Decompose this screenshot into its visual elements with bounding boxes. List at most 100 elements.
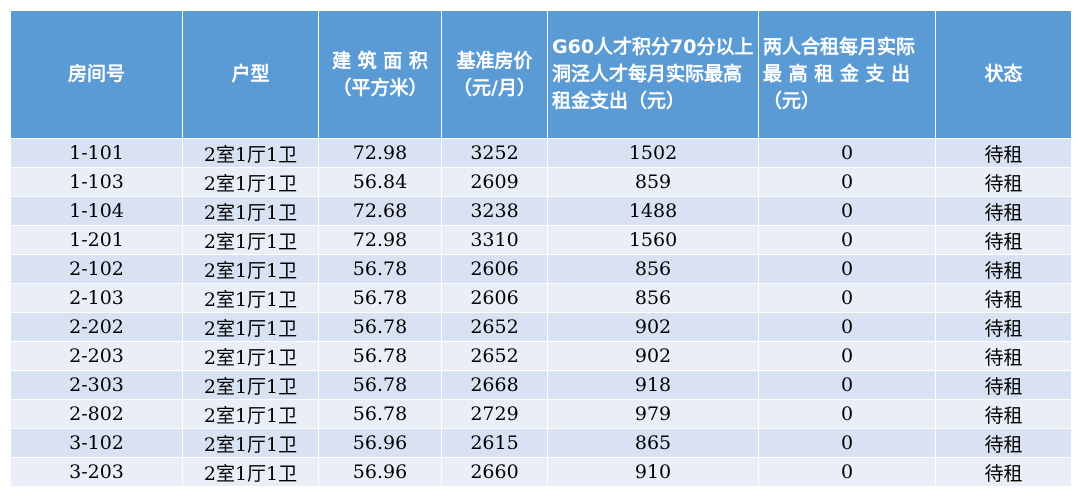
cell-base-rent: 2606 (441, 254, 548, 284)
cell-status: 待租 (935, 312, 1072, 342)
cell-area: 56.78 (318, 283, 442, 313)
cell-base-rent: 2615 (441, 428, 548, 458)
cell-talent-single: 902 (547, 312, 759, 342)
cell-area: 56.78 (318, 312, 442, 342)
cell-type: 2室1厅1卫 (182, 167, 319, 197)
cell-area: 72.98 (318, 138, 442, 168)
header-talent-shared: 两人合租每月实际最 高 租 金 支 出（元） (758, 10, 936, 139)
cell-status: 待租 (935, 399, 1072, 429)
cell-talent-shared: 0 (758, 283, 936, 313)
cell-talent-shared: 0 (758, 399, 936, 429)
cell-area: 72.98 (318, 225, 442, 255)
cell-talent-shared: 0 (758, 138, 936, 168)
cell-room: 1-103 (10, 167, 183, 197)
header-room: 房间号 (10, 10, 183, 139)
cell-status: 待租 (935, 283, 1072, 313)
cell-talent-single: 918 (547, 370, 759, 400)
cell-status: 待租 (935, 196, 1072, 226)
cell-area: 56.84 (318, 167, 442, 197)
cell-room: 2-802 (10, 399, 183, 429)
cell-talent-single: 1560 (547, 225, 759, 255)
cell-talent-single: 910 (547, 457, 759, 487)
cell-type: 2室1厅1卫 (182, 428, 319, 458)
cell-talent-single: 856 (547, 254, 759, 284)
header-talent-single: G60人才积分70分以上洞泾人才每月实际最高租金支出（元） (547, 10, 759, 139)
cell-talent-single: 859 (547, 167, 759, 197)
cell-area: 56.96 (318, 428, 442, 458)
cell-talent-single: 1488 (547, 196, 759, 226)
table-row: 2-102 2室1厅1卫 56.78 2606 856 0 待租 (10, 254, 1072, 284)
cell-area: 72.68 (318, 196, 442, 226)
table-row: 1-101 2室1厅1卫 72.98 3252 1502 0 待租 (10, 138, 1072, 168)
cell-status: 待租 (935, 138, 1072, 168)
cell-base-rent: 2729 (441, 399, 548, 429)
cell-room: 2-303 (10, 370, 183, 400)
cell-base-rent: 3252 (441, 138, 548, 168)
header-status: 状态 (935, 10, 1072, 139)
cell-base-rent: 2668 (441, 370, 548, 400)
cell-base-rent: 2652 (441, 341, 548, 371)
cell-status: 待租 (935, 254, 1072, 284)
cell-area: 56.96 (318, 457, 442, 487)
table-row: 2-103 2室1厅1卫 56.78 2606 856 0 待租 (10, 283, 1072, 313)
cell-talent-single: 979 (547, 399, 759, 429)
cell-area: 56.78 (318, 399, 442, 429)
cell-type: 2室1厅1卫 (182, 399, 319, 429)
cell-talent-single: 902 (547, 341, 759, 371)
cell-status: 待租 (935, 428, 1072, 458)
cell-talent-shared: 0 (758, 167, 936, 197)
table-row: 3-102 2室1厅1卫 56.96 2615 865 0 待租 (10, 428, 1072, 458)
cell-base-rent: 2609 (441, 167, 548, 197)
cell-talent-shared: 0 (758, 428, 936, 458)
table-row: 2-303 2室1厅1卫 56.78 2668 918 0 待租 (10, 370, 1072, 400)
header-type: 户型 (182, 10, 319, 139)
cell-room: 2-103 (10, 283, 183, 313)
header-area: 建 筑 面 积（平方米） (318, 10, 442, 139)
cell-room: 2-203 (10, 341, 183, 371)
cell-talent-single: 1502 (547, 138, 759, 168)
header-row: 房间号 户型 建 筑 面 积（平方米） 基准房价（元/月） G60人才积分70分… (10, 10, 1072, 139)
header-base-rent: 基准房价（元/月） (441, 10, 548, 139)
cell-base-rent: 3238 (441, 196, 548, 226)
cell-type: 2室1厅1卫 (182, 312, 319, 342)
cell-type: 2室1厅1卫 (182, 138, 319, 168)
cell-type: 2室1厅1卫 (182, 370, 319, 400)
cell-status: 待租 (935, 370, 1072, 400)
cell-status: 待租 (935, 225, 1072, 255)
cell-talent-single: 865 (547, 428, 759, 458)
cell-status: 待租 (935, 167, 1072, 197)
cell-talent-shared: 0 (758, 457, 936, 487)
cell-type: 2室1厅1卫 (182, 254, 319, 284)
cell-base-rent: 2660 (441, 457, 548, 487)
table-row: 3-203 2室1厅1卫 56.96 2660 910 0 待租 (10, 457, 1072, 487)
cell-room: 1-201 (10, 225, 183, 255)
cell-type: 2室1厅1卫 (182, 283, 319, 313)
cell-room: 1-104 (10, 196, 183, 226)
cell-talent-shared: 0 (758, 312, 936, 342)
cell-room: 2-102 (10, 254, 183, 284)
cell-room: 2-202 (10, 312, 183, 342)
cell-type: 2室1厅1卫 (182, 457, 319, 487)
cell-room: 3-102 (10, 428, 183, 458)
table-row: 2-202 2室1厅1卫 56.78 2652 902 0 待租 (10, 312, 1072, 342)
cell-talent-shared: 0 (758, 196, 936, 226)
table-body: 1-101 2室1厅1卫 72.98 3252 1502 0 待租 1-103 2室1厅1卫 56… (10, 138, 1072, 487)
cell-area: 56.78 (318, 370, 442, 400)
cell-base-rent: 3310 (441, 225, 548, 255)
table-row: 2-802 2室1厅1卫 56.78 2729 979 0 待租 (10, 399, 1072, 429)
cell-room: 3-203 (10, 457, 183, 487)
cell-base-rent: 2652 (441, 312, 548, 342)
table-row: 1-104 2室1厅1卫 72.68 3238 1488 0 待租 (10, 196, 1072, 226)
cell-type: 2室1厅1卫 (182, 341, 319, 371)
cell-room: 1-101 (10, 138, 183, 168)
cell-base-rent: 2606 (441, 283, 548, 313)
cell-talent-shared: 0 (758, 225, 936, 255)
table-header: 房间号 户型 建 筑 面 积（平方米） 基准房价（元/月） G60人才积分70分… (10, 10, 1072, 139)
table-row: 1-103 2室1厅1卫 56.84 2609 859 0 待租 (10, 167, 1072, 197)
cell-talent-shared: 0 (758, 370, 936, 400)
cell-status: 待租 (935, 341, 1072, 371)
cell-status: 待租 (935, 457, 1072, 487)
table-row: 2-203 2室1厅1卫 56.78 2652 902 0 待租 (10, 341, 1072, 371)
table-row: 1-201 2室1厅1卫 72.98 3310 1560 0 待租 (10, 225, 1072, 255)
cell-area: 56.78 (318, 341, 442, 371)
